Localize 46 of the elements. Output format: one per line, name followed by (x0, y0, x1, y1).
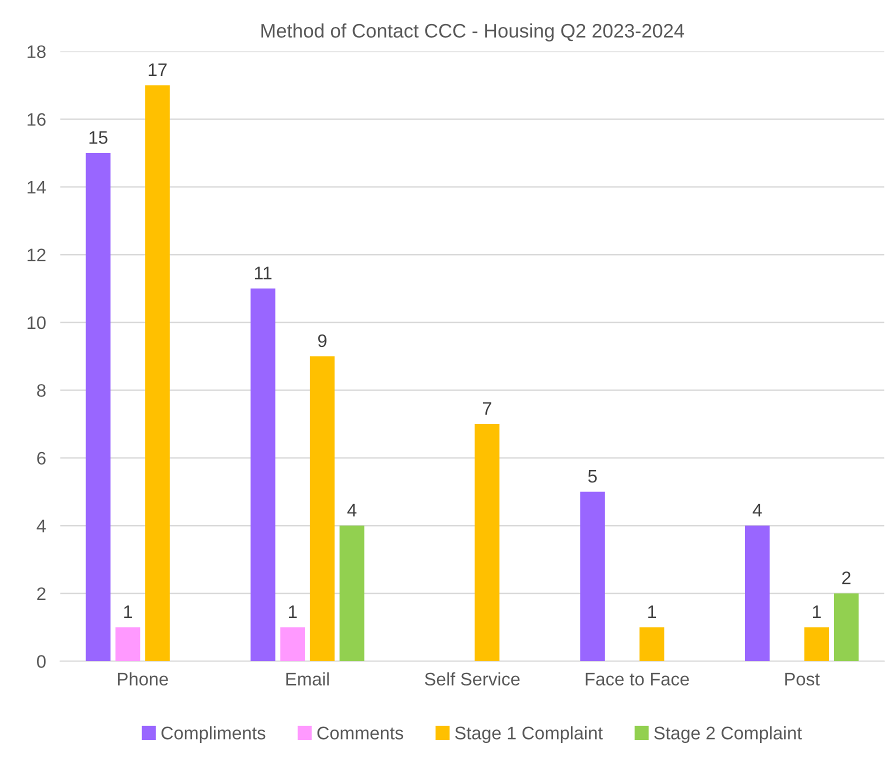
bar (340, 526, 364, 662)
x-tick-label: Face to Face (586, 672, 689, 686)
data-label: 2 (842, 571, 850, 584)
data-label: 4 (752, 504, 762, 516)
x-tick-label: Email (286, 672, 329, 686)
y-tick-label: 12 (28, 248, 46, 262)
legend-label: Stage 2 Complaint (654, 726, 802, 744)
y-tick-label: 10 (28, 316, 46, 330)
bar (834, 593, 859, 662)
data-label: 9 (318, 334, 326, 348)
data-label: 17 (148, 64, 167, 76)
bar (640, 627, 664, 662)
x-tick-label: Post (785, 672, 820, 686)
bar (310, 356, 335, 662)
data-label: 1 (124, 606, 132, 618)
data-label: 4 (347, 504, 356, 516)
x-tick-label: Phone (118, 672, 168, 686)
bar (474, 424, 500, 662)
y-tick-label: 14 (28, 181, 46, 194)
y-tick-label: 16 (28, 113, 46, 126)
chart-title: Method of Contact CCC - Housing Q2 2023-2024 (261, 23, 684, 42)
y-tick-label: 4 (36, 520, 46, 532)
y-tick-label: 0 (37, 655, 46, 668)
y-tick-label: 8 (37, 384, 46, 397)
y-tick-label: 18 (28, 45, 46, 58)
bar (86, 153, 111, 662)
data-label: 11 (254, 266, 272, 280)
data-label: 1 (813, 606, 821, 618)
bar (804, 627, 830, 662)
data-label: 1 (648, 606, 656, 618)
bar (250, 288, 276, 662)
data-label: 15 (89, 131, 108, 144)
bar (115, 627, 140, 662)
legend-label: Stage 1 Complaint (455, 726, 603, 744)
bar (580, 492, 605, 662)
legend-label: Comments (317, 726, 404, 740)
bar (744, 526, 770, 662)
data-label: 1 (288, 606, 297, 618)
bar (145, 85, 170, 662)
x-tick-label: Self Service (424, 672, 520, 686)
legend-label: Compliments (162, 726, 266, 744)
data-label: 5 (588, 470, 597, 483)
bar (280, 627, 305, 662)
data-label: 7 (482, 402, 492, 415)
y-tick-label: 6 (37, 452, 46, 465)
y-tick-label: 2 (37, 587, 46, 600)
